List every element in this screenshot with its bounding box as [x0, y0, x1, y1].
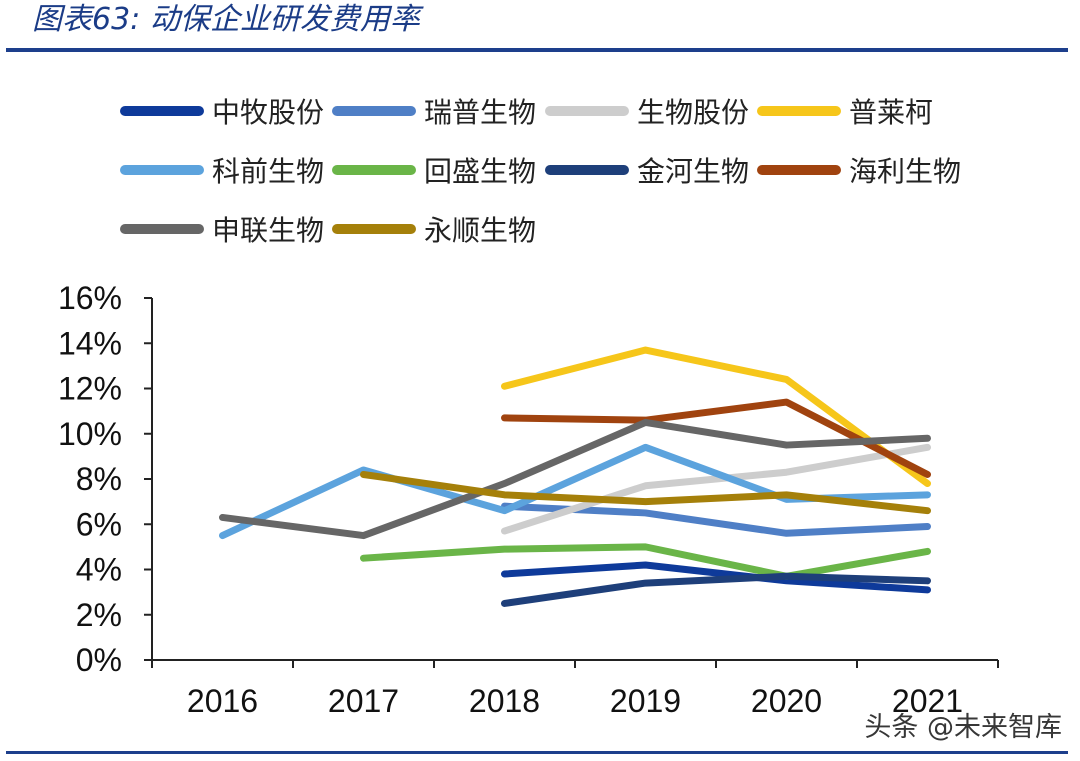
- y-tick-label: 2%: [76, 597, 122, 633]
- series-line-回盛生物: [360, 543, 931, 580]
- top-rule: [6, 48, 1068, 52]
- watermark: 头条 @未来智库: [864, 705, 1062, 744]
- legend-label: 瑞普生物: [424, 96, 537, 129]
- legend-swatch: [332, 165, 416, 175]
- legend-label: 回盛生物: [424, 155, 537, 188]
- legend-label: 生物股份: [637, 96, 750, 129]
- watermark-text: 头条 @未来智库: [864, 712, 1062, 743]
- legend-swatch: [757, 106, 841, 116]
- y-tick-label: 12%: [58, 371, 122, 407]
- y-tick-label: 16%: [58, 280, 122, 316]
- y-tick-label: 6%: [76, 506, 122, 542]
- x-tick-label: 2016: [187, 683, 258, 719]
- legend-label: 申联生物: [212, 214, 325, 247]
- chart-legend: 中牧股份 瑞普生物 生物股份 普莱柯科前生物 回盛生物 金河生物 海利生物申联生物 永顺生物: [0, 0, 1080, 260]
- legend-item: 海利生物: [757, 150, 961, 190]
- series-line-普莱柯: [501, 346, 931, 488]
- x-tick-label: 2017: [328, 683, 399, 719]
- legend-item: 科前生物: [120, 150, 324, 190]
- series-line-金河生物: [501, 572, 931, 607]
- legend-label: 永顺生物: [424, 214, 537, 247]
- y-tick-label: 14%: [58, 325, 122, 361]
- legend-swatch: [332, 106, 416, 116]
- series-line-申联生物: [219, 418, 931, 540]
- legend-item: 金河生物: [545, 150, 749, 190]
- legend-item: 瑞普生物: [332, 91, 536, 131]
- legend-label: 普莱柯: [849, 96, 934, 129]
- chart-title: 图表63: 动保企业研发费用率: [32, 2, 420, 37]
- legend-label: 海利生物: [849, 155, 962, 188]
- legend-item: 中牧股份: [120, 91, 324, 131]
- legend-label: 金河生物: [637, 155, 750, 188]
- series-line-生物股份: [501, 443, 931, 535]
- legend-swatch: [120, 165, 204, 175]
- series-line-中牧股份: [501, 561, 931, 594]
- legend-swatch: [757, 165, 841, 175]
- bottom-rule: [6, 751, 1068, 754]
- y-tick-label: 4%: [76, 552, 122, 588]
- legend-item: 回盛生物: [332, 150, 536, 190]
- x-tick-label: 2019: [610, 683, 681, 719]
- y-tick-label: 0%: [76, 642, 122, 678]
- x-tick-label: 2021: [892, 683, 963, 719]
- y-tick-label: 8%: [76, 461, 122, 497]
- legend-swatch: [545, 165, 629, 175]
- x-tick-label: 2018: [469, 683, 540, 719]
- x-tick-label: 2020: [751, 683, 822, 719]
- series-line-科前生物: [219, 443, 931, 540]
- legend-swatch: [545, 106, 629, 116]
- legend-item: 生物股份: [545, 91, 749, 131]
- legend-swatch: [120, 224, 204, 234]
- legend-label: 中牧股份: [212, 96, 325, 129]
- legend-item: 普莱柯: [757, 91, 933, 131]
- legend-swatch: [332, 224, 416, 234]
- legend-item: 永顺生物: [332, 209, 536, 249]
- chart-series: [219, 346, 931, 607]
- y-tick-label: 10%: [58, 416, 122, 452]
- series-line-永顺生物: [360, 470, 931, 515]
- legend-item: 申联生物: [120, 209, 324, 249]
- legend-label: 科前生物: [212, 155, 325, 188]
- legend-swatch: [120, 106, 204, 116]
- chart-axes: 0% 2% 4% 6% 8% 10% 12% 14% 16% 2016 2017 2018 2019 20…: [58, 280, 999, 719]
